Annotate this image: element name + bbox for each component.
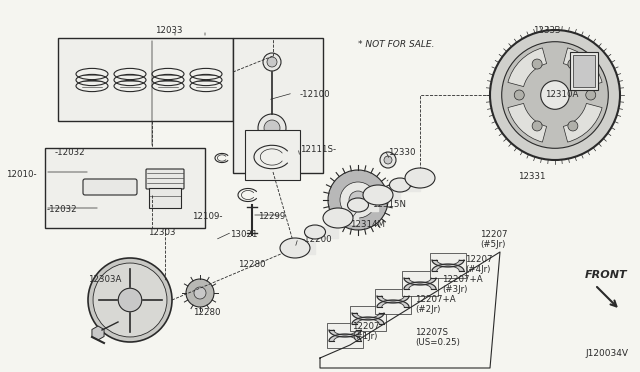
Circle shape: [532, 59, 542, 69]
Circle shape: [264, 120, 280, 136]
Text: 12207
(#4Jr): 12207 (#4Jr): [465, 255, 493, 275]
Polygon shape: [377, 296, 409, 303]
Polygon shape: [432, 264, 464, 271]
Text: 12033: 12033: [155, 26, 182, 35]
Bar: [245, 130, 300, 180]
Text: -12032: -12032: [47, 205, 77, 214]
Circle shape: [263, 53, 281, 71]
Bar: [402, 271, 438, 296]
Text: 12207
(#5Jr): 12207 (#5Jr): [480, 230, 508, 249]
Text: 12010-: 12010-: [6, 170, 36, 179]
Wedge shape: [508, 48, 547, 87]
Wedge shape: [563, 103, 602, 142]
Bar: [149, 188, 181, 208]
Circle shape: [515, 90, 524, 100]
Text: 12207+A
(#2Jr): 12207+A (#2Jr): [415, 295, 456, 314]
Circle shape: [267, 57, 277, 67]
Circle shape: [502, 42, 608, 148]
Circle shape: [118, 288, 142, 312]
Polygon shape: [377, 300, 409, 307]
Text: FRONT: FRONT: [585, 270, 628, 280]
Polygon shape: [352, 313, 384, 320]
Ellipse shape: [363, 185, 393, 205]
Text: 12314E-: 12314E-: [392, 180, 428, 189]
Text: 12303A: 12303A: [88, 275, 122, 284]
Text: 12310A: 12310A: [545, 90, 579, 99]
Ellipse shape: [305, 225, 326, 239]
Ellipse shape: [323, 208, 353, 228]
Circle shape: [349, 191, 367, 209]
Wedge shape: [563, 48, 602, 87]
FancyBboxPatch shape: [83, 179, 137, 195]
Bar: [350, 306, 386, 331]
Text: 12331: 12331: [518, 172, 545, 181]
Text: 12280: 12280: [193, 308, 221, 317]
Text: 12207S
(US=0.25): 12207S (US=0.25): [415, 328, 460, 347]
Wedge shape: [508, 103, 547, 142]
Polygon shape: [329, 330, 361, 337]
Circle shape: [568, 59, 578, 69]
Bar: [233, 38, 323, 173]
Ellipse shape: [390, 178, 410, 192]
FancyBboxPatch shape: [146, 169, 184, 189]
Bar: [45, 148, 205, 228]
Polygon shape: [352, 317, 384, 324]
Bar: [58, 38, 233, 121]
Circle shape: [380, 152, 396, 168]
Circle shape: [93, 263, 167, 337]
Text: 12111S-: 12111S-: [300, 145, 336, 154]
Polygon shape: [329, 334, 361, 341]
Circle shape: [194, 287, 206, 299]
Circle shape: [88, 258, 172, 342]
Circle shape: [258, 114, 286, 142]
Polygon shape: [432, 260, 464, 267]
Bar: [430, 253, 466, 278]
Ellipse shape: [280, 238, 310, 258]
Circle shape: [328, 170, 388, 230]
Text: 12207
(#1Jr): 12207 (#1Jr): [352, 322, 380, 341]
Text: 12303: 12303: [148, 228, 175, 237]
Ellipse shape: [348, 198, 369, 212]
Circle shape: [541, 81, 570, 109]
Circle shape: [186, 279, 214, 307]
Bar: [570, 52, 598, 90]
Text: -12200: -12200: [302, 235, 333, 244]
Circle shape: [490, 30, 620, 160]
Text: -12100: -12100: [300, 90, 331, 99]
Bar: [573, 55, 595, 87]
Circle shape: [586, 90, 596, 100]
Polygon shape: [404, 282, 436, 289]
Text: 12330: 12330: [388, 148, 415, 157]
Text: J120034V: J120034V: [585, 349, 628, 358]
Text: 12280: 12280: [238, 260, 266, 269]
Polygon shape: [404, 278, 436, 285]
Text: -12032: -12032: [55, 148, 86, 157]
Ellipse shape: [405, 168, 435, 188]
Circle shape: [532, 121, 542, 131]
Text: 12315N: 12315N: [372, 200, 406, 209]
Text: 12109-: 12109-: [192, 212, 223, 221]
Circle shape: [384, 156, 392, 164]
Text: * NOT FOR SALE.: * NOT FOR SALE.: [358, 40, 435, 49]
Circle shape: [340, 182, 376, 218]
Text: 12207+A
(#3Jr): 12207+A (#3Jr): [442, 275, 483, 294]
Bar: [375, 289, 411, 314]
Text: 13021: 13021: [230, 230, 257, 239]
Text: 12299: 12299: [258, 212, 285, 221]
Circle shape: [568, 121, 578, 131]
Text: 12314M: 12314M: [350, 220, 385, 229]
Text: 12333: 12333: [533, 26, 561, 35]
Bar: [327, 323, 363, 348]
